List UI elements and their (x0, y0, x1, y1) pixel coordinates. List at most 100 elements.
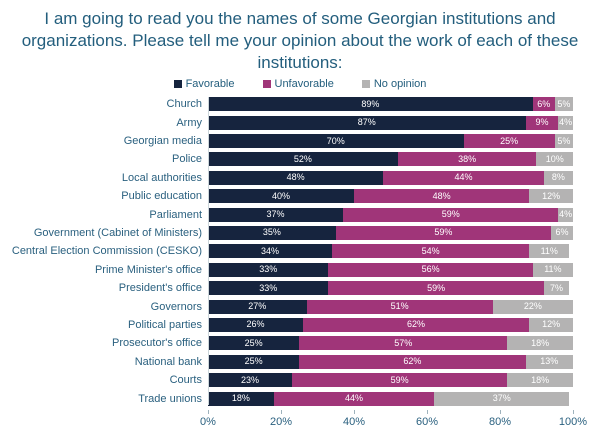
segment-value-label: 6% (555, 227, 569, 238)
stacked-bar: 87% 9% 4% (208, 115, 573, 130)
bar-segment-unfavorable: 56% (328, 262, 533, 277)
segment-value-label: 34% (261, 245, 280, 256)
segment-value-label: 44% (344, 393, 363, 403)
bar-segment-unfavorable: 57% (299, 336, 508, 351)
segment-value-label: 87% (357, 117, 376, 128)
bar-segment-unfavorable: 51% (306, 299, 493, 314)
segment-value-label: 25% (500, 135, 519, 146)
bar-row: Church 89% 6% 5% (0, 97, 600, 112)
category-label: Church (166, 98, 202, 111)
bar-segment-favorable: 26% (208, 317, 303, 332)
category-label: Public education (121, 190, 202, 203)
segment-value-label: 59% (390, 374, 409, 385)
bar-segment-no-opinion: 10% (536, 152, 573, 167)
segment-value-label: 4% (559, 117, 573, 128)
category-label: Police (172, 153, 202, 166)
x-axis-tickmark (208, 409, 209, 414)
stacked-bar: 18% 44% 37% (208, 391, 573, 406)
bar-row: Local authorities 48% 44% 8% (0, 170, 600, 185)
segment-value-label: 59% (427, 282, 446, 293)
segment-value-label: 27% (248, 301, 267, 312)
segment-value-label: 6% (537, 98, 551, 109)
segment-value-label: 18% (231, 393, 250, 403)
segment-value-label: 37% (266, 209, 285, 220)
category-label: Trade unions (138, 392, 202, 405)
x-axis-tickmark (427, 409, 428, 414)
bar-row: Government (Cabinet of Ministers) 35% 59% 6… (0, 225, 600, 240)
segment-value-label: 23% (240, 374, 259, 385)
segment-value-label: 12% (542, 319, 561, 330)
segment-value-label: 33% (259, 282, 278, 293)
segment-value-label: 18% (531, 374, 550, 385)
x-axis-tickmark (573, 409, 574, 414)
segment-value-label: 11% (540, 245, 558, 256)
bar-row: Police 52% 38% 10% (0, 152, 600, 167)
segment-value-label: 10% (545, 153, 564, 164)
bar-segment-no-opinion: 6% (551, 225, 573, 240)
bar-row: Courts 23% 59% 18% (0, 373, 600, 388)
stacked-bar: 33% 59% 7% (208, 281, 573, 296)
segment-value-label: 11% (544, 264, 562, 275)
bar-segment-favorable: 37% (208, 207, 344, 222)
bar-segment-favorable: 33% (208, 281, 329, 296)
legend-label: Unfavorable (274, 78, 334, 91)
bar-segment-unfavorable: 44% (383, 170, 544, 185)
segment-value-label: 38% (458, 153, 477, 164)
category-label: Army (176, 116, 202, 129)
bar-segment-unfavorable: 62% (299, 354, 526, 369)
segment-value-label: 4% (559, 209, 573, 220)
segment-value-label: 13% (540, 356, 559, 367)
bar-segment-favorable: 89% (208, 97, 533, 112)
bar-row: Trade unions 18% 44% 37% (0, 391, 600, 406)
bar-segment-favorable: 25% (208, 336, 300, 351)
segment-value-label: 59% (441, 209, 460, 220)
category-label: Governors (150, 300, 202, 313)
bar-segment-favorable: 25% (208, 354, 300, 369)
stacked-bar: 33% 56% 11% (208, 262, 573, 277)
bar-segment-unfavorable: 44% (273, 391, 435, 406)
bar-row: Parliament 37% 59% 4% (0, 207, 600, 222)
bar-segment-no-opinion: 22% (492, 299, 573, 314)
segment-value-label: 37% (492, 393, 511, 403)
bar-row: Governors 27% 51% 22% (0, 299, 600, 314)
bar-row: Prime Minister's office 33% 56% 11% (0, 262, 600, 277)
bar-segment-no-opinion: 12% (529, 189, 573, 204)
bar-segment-favorable: 40% (208, 189, 354, 204)
bar-segment-unfavorable: 54% (332, 244, 530, 259)
segment-value-label: 33% (259, 264, 278, 275)
x-axis-tick-label: 80% (488, 415, 512, 428)
bar-segment-favorable: 33% (208, 262, 329, 277)
segment-value-label: 22% (523, 301, 542, 312)
segment-value-label: 59% (434, 227, 453, 238)
legend-swatch-icon (262, 80, 271, 89)
bar-segment-no-opinion: 4% (558, 115, 573, 130)
segment-value-label: 54% (421, 245, 440, 256)
bar-segment-no-opinion: 4% (558, 207, 573, 222)
bar-row: Central Election Commission (CESKO) 34% 54… (0, 244, 600, 259)
bar-segment-no-opinion: 37% (434, 391, 570, 406)
segment-value-label: 56% (421, 264, 440, 275)
segment-value-label: 48% (432, 190, 451, 201)
bar-segment-no-opinion: 5% (554, 134, 573, 149)
category-label: Prime Minister's office (94, 263, 202, 276)
bar-segment-favorable: 87% (208, 115, 526, 130)
category-label: President's office (118, 282, 202, 295)
segment-value-label: 26% (246, 319, 265, 330)
segment-value-label: 52% (293, 153, 312, 164)
legend-label: No opinion (373, 78, 427, 91)
bar-segment-no-opinion: 18% (507, 373, 573, 388)
legend-swatch-icon (361, 80, 370, 89)
stacked-bar: 25% 62% 13% (208, 354, 573, 369)
legend-swatch-icon (173, 80, 182, 89)
segment-value-label: 7% (550, 282, 564, 293)
category-label: Central Election Commission (CESKO) (11, 245, 202, 258)
segment-value-label: 5% (557, 98, 571, 109)
segment-value-label: 35% (262, 227, 281, 238)
category-label: Prosecutor's office (112, 337, 202, 350)
legend-item: Unfavorable (262, 78, 334, 91)
x-axis-tick-label: 20% (269, 415, 293, 428)
bar-row: National bank 25% 62% 13% (0, 354, 600, 369)
stacked-bar: 25% 57% 18% (208, 336, 573, 351)
bar-segment-favorable: 52% (208, 152, 398, 167)
